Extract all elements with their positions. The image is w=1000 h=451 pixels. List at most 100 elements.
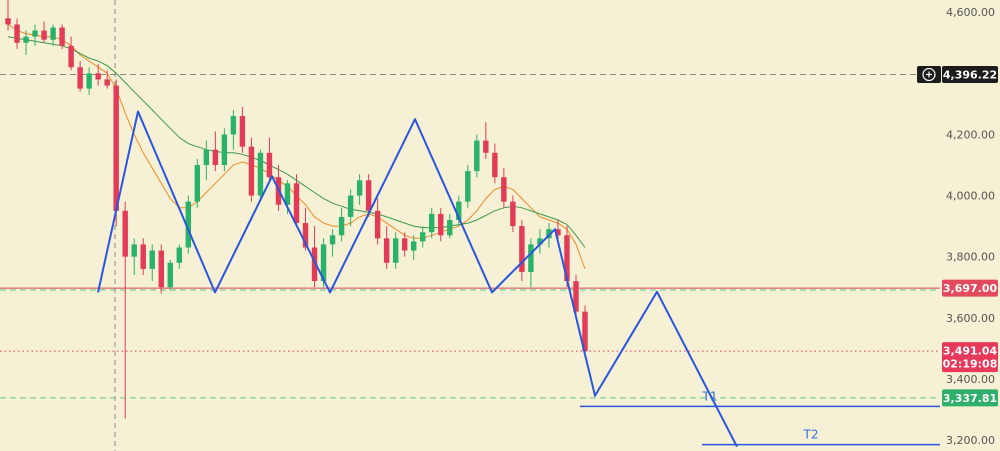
- price-tag-box: [942, 342, 998, 373]
- candle-body: [429, 213, 435, 233]
- candle: [59, 24, 65, 49]
- candle-body: [311, 247, 318, 282]
- moving-average-line: [7, 23, 586, 270]
- y-axis: 4,600.00 4,200.00 4,000.00 3,800.00 3,600.00…: [946, 6, 995, 447]
- candle-body: [365, 180, 372, 211]
- candle-body: [122, 210, 128, 257]
- candle: [41, 21, 47, 43]
- candle-body: [438, 213, 444, 236]
- candle-body: [140, 244, 146, 269]
- candle: [104, 70, 110, 89]
- candle-body: [582, 311, 588, 352]
- candle-body: [68, 45, 74, 68]
- y-axis-tick-label: 4,000.00: [946, 190, 995, 203]
- candle: [338, 207, 345, 242]
- candle: [537, 229, 543, 254]
- price-tag: 3,697.00: [942, 279, 998, 297]
- candle: [510, 195, 516, 233]
- candle: [203, 140, 210, 181]
- candle-body: [474, 140, 480, 172]
- target-label: T1: [702, 389, 718, 403]
- candle-body: [86, 73, 92, 89]
- candle: [483, 122, 489, 159]
- candle-body: [546, 229, 552, 239]
- price-tag-box: [942, 279, 998, 297]
- y-axis-tick-label: 3,800.00: [946, 251, 995, 264]
- candle: [176, 244, 183, 269]
- candle: [140, 238, 146, 275]
- candle-body: [564, 235, 570, 282]
- candle-body: [510, 201, 516, 227]
- candle-body: [266, 152, 273, 178]
- candle: [311, 226, 318, 288]
- candle-body: [32, 30, 38, 37]
- y-axis-tick-label: 4,600.00: [946, 6, 995, 19]
- candle: [14, 18, 20, 49]
- candle: [329, 229, 336, 257]
- candle: [383, 226, 390, 269]
- candle: [122, 201, 128, 419]
- crosshair-plus-icon[interactable]: [922, 67, 936, 82]
- candle: [131, 238, 137, 275]
- candle-body: [167, 262, 173, 288]
- candle-body: [401, 238, 408, 251]
- candle-body: [392, 238, 399, 263]
- candle-body: [131, 244, 137, 257]
- price-tag-value: 3,337.81: [943, 392, 997, 405]
- candle: [347, 189, 354, 227]
- candle-body: [239, 116, 246, 147]
- candle: [77, 61, 83, 92]
- price-tag: 3,337.81: [942, 389, 998, 407]
- candle-body: [383, 238, 390, 263]
- candle-body: [203, 149, 210, 165]
- candle: [492, 143, 498, 184]
- candle: [68, 36, 74, 71]
- zigzag-pattern-line: [97, 110, 738, 448]
- target-label: T2: [803, 428, 819, 442]
- candle-body: [456, 201, 462, 220]
- y-axis-tick-label: 3,200.00: [946, 434, 995, 447]
- y-axis-tick-label: 3,400.00: [946, 373, 995, 386]
- candle-body: [284, 183, 291, 205]
- price-tag-value: 4,396.22: [943, 68, 997, 81]
- candle-body: [420, 232, 426, 242]
- candle: [365, 174, 372, 217]
- candle: [248, 137, 255, 202]
- candle-body: [356, 180, 363, 196]
- candle: [392, 232, 399, 269]
- candle: [167, 259, 173, 291]
- candle-body: [537, 238, 543, 245]
- candle-body: [113, 85, 119, 211]
- candle: [438, 207, 444, 242]
- candle-body: [59, 27, 65, 46]
- price-tag-countdown: 02:19:08: [943, 358, 998, 371]
- candle-body: [158, 250, 164, 288]
- candle: [185, 195, 192, 254]
- candle: [429, 207, 435, 239]
- candle: [356, 174, 363, 205]
- candle: [86, 67, 92, 95]
- candle-body: [519, 226, 525, 272]
- candle: [456, 195, 462, 227]
- candle: [221, 128, 228, 172]
- candle-body: [410, 241, 417, 251]
- targets: T1 T2: [580, 389, 940, 446]
- candle-body: [347, 195, 354, 217]
- price-tag-box: [942, 65, 998, 83]
- candle-body: [194, 165, 201, 202]
- candle-body: [483, 140, 489, 153]
- candle-body: [149, 250, 155, 269]
- candle-body: [528, 244, 534, 272]
- y-axis-tick-label: 4,200.00: [946, 128, 995, 141]
- candle: [212, 131, 219, 172]
- candle-body: [104, 79, 110, 86]
- candle-body: [573, 281, 579, 312]
- candle: [194, 158, 201, 208]
- price-tag: 4,396.22: [917, 65, 998, 83]
- candle-body: [501, 177, 507, 202]
- candle: [230, 110, 237, 150]
- candle-body: [257, 152, 264, 196]
